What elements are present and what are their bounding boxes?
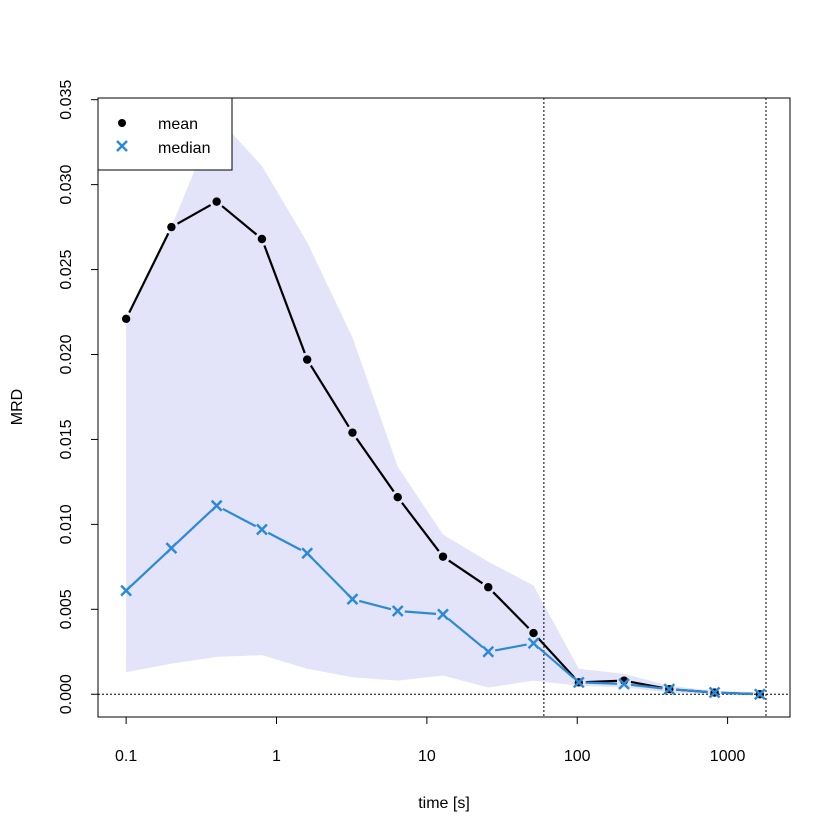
mean-point-3: [257, 234, 267, 244]
mean-segment-3: [263, 245, 306, 354]
mean-point-9: [529, 628, 538, 638]
mean-point-8: [484, 583, 493, 592]
y-tick-label-0: 0.000: [58, 674, 75, 714]
mean-segment-7: [448, 559, 484, 585]
median-segment-8: [494, 643, 527, 652]
legend-mean-label: mean: [158, 116, 198, 133]
y-tick-label-3: 0.015: [58, 419, 75, 459]
median-point-11: [618, 678, 630, 690]
legend-mean-marker: [118, 119, 126, 127]
y-tick-label-5: 0.025: [58, 249, 75, 289]
x-axis: 0.1 1 10 100 1000: [115, 716, 746, 765]
y-tick-label-1: 0.005: [58, 589, 75, 629]
y-axis-title: MRD: [9, 389, 26, 425]
y-tick-label-7: 0.035: [58, 80, 75, 120]
mean-point-4: [302, 355, 312, 364]
mean-point-1: [167, 222, 176, 232]
median-segment-11: [630, 683, 663, 690]
y-tick-label-6: 0.030: [58, 165, 75, 205]
mean-point-2: [212, 197, 221, 206]
legend: mean median: [97, 97, 233, 171]
mean-point-7: [438, 552, 448, 561]
median-segment-1: [175, 509, 213, 545]
median-point-5: [346, 593, 359, 605]
median-point-12: [663, 683, 676, 696]
y-axis: 0.000 0.005 0.010 0.015 0.020 0.025 0.030 0.035: [58, 80, 99, 714]
median-point-2: [210, 499, 223, 512]
median-segment-0: [130, 552, 168, 587]
legend-median-marker: [116, 140, 128, 152]
median-segment-7: [447, 618, 484, 649]
mean-point-0: [121, 314, 131, 324]
mean-point-5: [348, 428, 357, 437]
median-point-1: [165, 542, 178, 555]
median-segment-10: [585, 681, 618, 685]
median-point-8: [482, 645, 495, 658]
y-tick-label-2: 0.010: [58, 504, 75, 544]
median-segment-3: [267, 531, 302, 551]
confidence-band: [126, 116, 760, 695]
median-segment-6: [404, 610, 437, 615]
median-point-3: [256, 523, 268, 536]
median-point-0: [120, 584, 133, 597]
x-tick-label-2: 10: [418, 748, 436, 765]
x-tick-label-0: 0.1: [115, 748, 137, 765]
mean-segment-0: [128, 232, 170, 314]
mean-segment-5: [355, 437, 395, 493]
mean-segment-9: [537, 637, 575, 678]
median-point-13: [708, 686, 721, 699]
mean-segment-1: [176, 204, 212, 225]
mean-segment-2: [221, 205, 258, 236]
median-segment-12: [676, 688, 708, 694]
median-point-4: [301, 547, 314, 560]
mean-segment-4: [309, 364, 350, 428]
mean-point-6: [393, 492, 402, 502]
median-segment-2: [222, 507, 257, 528]
legend-box: [97, 97, 233, 171]
median-point-7: [437, 608, 449, 621]
median-segment-9: [538, 647, 575, 679]
reference-lines: [98, 98, 790, 717]
x-tick-label-1: 1: [272, 748, 281, 765]
x-tick-label-3: 100: [564, 748, 591, 765]
series-layer: [120, 197, 766, 701]
mean-segment-6: [401, 502, 440, 552]
y-tick-label-4: 0.020: [58, 334, 75, 374]
mean-segment-8: [492, 591, 530, 629]
median-point-9: [527, 637, 540, 650]
median-point-14: [753, 688, 766, 701]
median-point-10: [572, 676, 585, 689]
x-axis-title: time [s]: [418, 795, 470, 812]
median-segment-13: [721, 691, 753, 696]
x-tick-label-4: 1000: [710, 748, 746, 765]
median-segment-5: [358, 599, 392, 611]
legend-median-label: median: [158, 140, 210, 157]
median-point-6: [391, 605, 404, 617]
median-segment-4: [311, 557, 349, 595]
band-layer: [126, 116, 760, 695]
